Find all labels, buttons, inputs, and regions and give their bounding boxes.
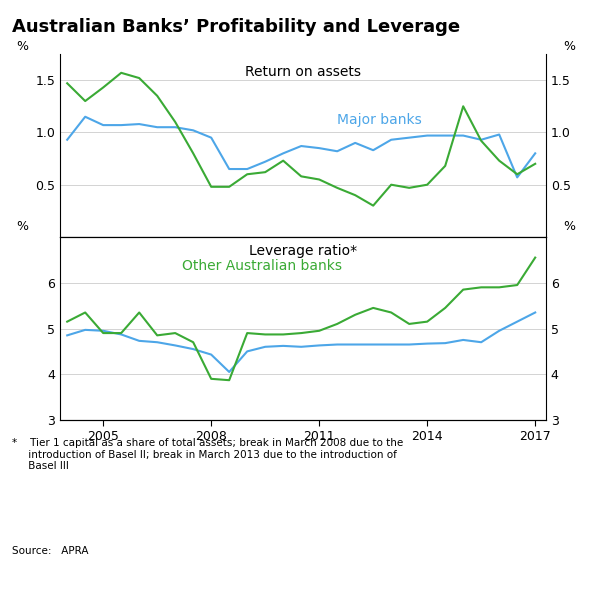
- Text: %: %: [563, 40, 575, 53]
- Text: Return on assets: Return on assets: [245, 65, 361, 79]
- Text: Australian Banks’ Profitability and Leverage: Australian Banks’ Profitability and Leve…: [12, 18, 460, 36]
- Text: %: %: [16, 220, 28, 233]
- Text: Major banks: Major banks: [337, 113, 422, 127]
- Text: Leverage ratio*: Leverage ratio*: [249, 244, 357, 259]
- Text: Source:   APRA: Source: APRA: [12, 546, 89, 556]
- Text: Other Australian banks: Other Australian banks: [182, 259, 341, 273]
- Text: %: %: [16, 40, 28, 53]
- Text: %: %: [563, 220, 575, 233]
- Text: *    Tier 1 capital as a share of total assets; break in March 2008 due to the
 : * Tier 1 capital as a share of total ass…: [12, 438, 403, 471]
